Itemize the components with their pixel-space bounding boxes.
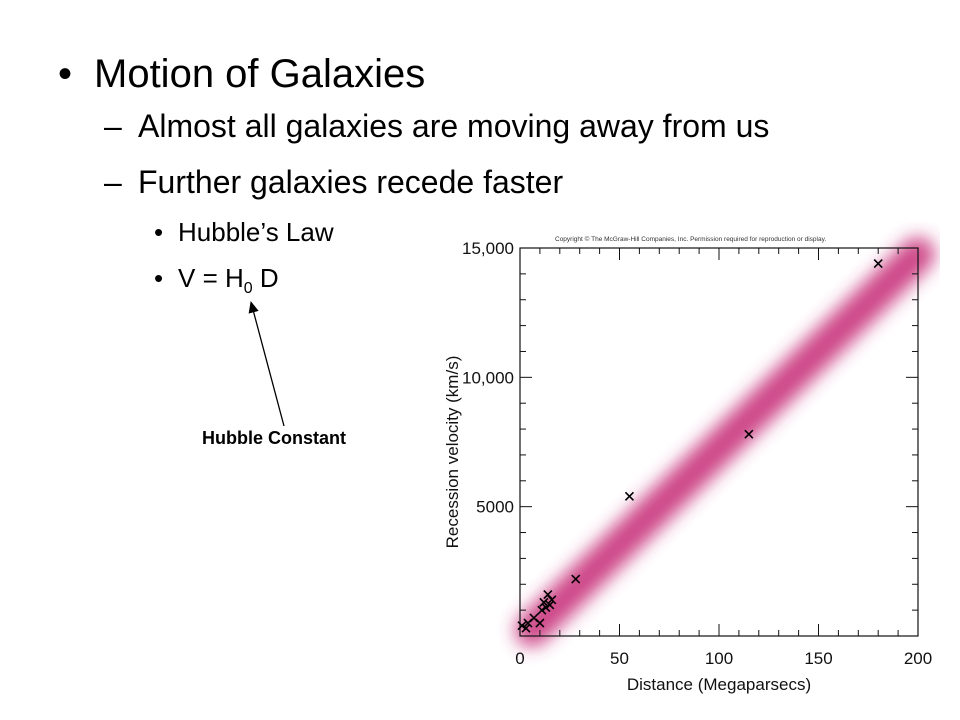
slide-title: Motion of Galaxies [94,52,426,96]
x-axis-label: Distance (Megaparsecs) [627,675,811,694]
y-tick-label: 10,000 [462,368,514,387]
y-tick-label: 5000 [476,498,514,517]
subpoint-2-text: Further galaxies recede faster [138,164,564,200]
subpoint-1-text: Almost all galaxies are moving away from… [138,108,770,144]
data-point [744,429,754,439]
data-point [517,621,527,631]
level3-item-1-text: Hubble’s Law [178,217,334,247]
subpoint-1-marker: – [104,108,122,144]
data-point [539,597,549,607]
data-point [543,590,553,600]
x-tick-label: 150 [804,649,832,668]
axis-ticks [519,247,919,637]
formula-after: D [252,263,279,293]
y-axis-label: Recession velocity (km/s) [443,356,462,549]
data-point [624,491,635,501]
copyright-notice: Copyright © The McGraw-Hill Companies, I… [555,235,826,243]
formula-text: V = H0 D [178,262,279,305]
tick-labels: 0 50 100 150 200 5000 10,000 15,000 [462,239,932,668]
arrow-line [248,300,285,427]
data-point [521,623,531,633]
data-point [541,602,551,613]
trend-band-core [527,249,923,635]
data-point [545,600,555,610]
x-tick-label: 100 [705,649,733,668]
level3-item-2-marker: • [154,263,164,293]
subpoint-2-marker: – [104,164,122,200]
hubble-chart: Copyright © The McGraw-Hill Companies, I… [443,235,935,694]
x-tick-label: 50 [610,649,629,668]
data-points [517,258,883,633]
data-point [547,595,557,605]
x-tick-label: 0 [515,649,524,668]
formula-subscript: 0 [243,280,253,298]
data-point [873,258,883,269]
hubble-constant-label: Hubble Constant [202,428,346,448]
y-tick-label: 15,000 [462,239,514,258]
data-point [571,574,581,584]
data-point [537,605,547,615]
data-point [535,618,545,628]
level3-item-1-marker: • [154,217,164,247]
title-bullet: • [58,52,73,96]
x-tick-label: 200 [904,649,932,668]
formula-main: V = H [178,263,244,293]
trend-band [515,237,935,647]
